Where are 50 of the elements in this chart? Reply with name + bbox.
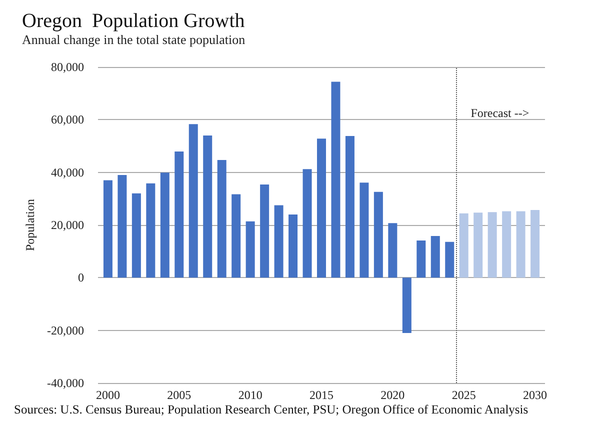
bar bbox=[274, 205, 284, 278]
x-tick-label: 2005 bbox=[167, 388, 192, 402]
bar bbox=[317, 138, 326, 278]
bar bbox=[203, 135, 212, 278]
bar bbox=[430, 236, 440, 278]
bar bbox=[174, 152, 184, 278]
bar bbox=[502, 211, 512, 278]
bar bbox=[388, 223, 398, 278]
bar bbox=[132, 193, 141, 278]
bar bbox=[188, 124, 198, 278]
bar bbox=[160, 172, 170, 278]
bar bbox=[103, 180, 112, 278]
y-tick-label: 0 bbox=[78, 270, 84, 285]
bar bbox=[474, 212, 483, 278]
bar bbox=[246, 221, 255, 278]
bar bbox=[118, 174, 127, 278]
x-tick-label: 2025 bbox=[452, 388, 476, 402]
x-tick-label: 2010 bbox=[238, 388, 262, 402]
bar bbox=[288, 214, 298, 278]
y-tick-label: 40,000 bbox=[51, 165, 84, 180]
y-tick-label: 80,000 bbox=[51, 60, 84, 74]
y-tick-label: -40,000 bbox=[47, 376, 84, 390]
x-tick-label: 2030 bbox=[523, 388, 548, 402]
bar bbox=[260, 184, 270, 278]
x-tick-label: 2015 bbox=[310, 388, 334, 402]
bar bbox=[374, 192, 383, 278]
bar bbox=[345, 136, 354, 278]
bar bbox=[360, 182, 369, 278]
bar bbox=[445, 242, 454, 278]
source-note: Sources: U.S. Census Bureau; Population Research Center, PSU; Oregon Office of Economic Analysis bbox=[14, 402, 528, 416]
y-tick-label: 60,000 bbox=[51, 112, 84, 127]
bar bbox=[302, 169, 312, 278]
y-axis-title: Population bbox=[23, 198, 37, 252]
x-tick-label: 2000 bbox=[96, 388, 120, 402]
chart-subtitle: Annual change in the total state population bbox=[22, 32, 246, 47]
bar bbox=[146, 183, 156, 278]
chart-title: Oregon Population Growth bbox=[22, 10, 245, 32]
x-tick-label: 2020 bbox=[380, 388, 405, 402]
bar bbox=[488, 212, 497, 278]
ref-line-label: Forecast --> bbox=[470, 106, 530, 120]
bar bbox=[416, 240, 426, 278]
y-tick-label: 20,000 bbox=[51, 218, 84, 232]
bar bbox=[217, 160, 226, 278]
bar bbox=[402, 278, 412, 333]
bar bbox=[459, 213, 468, 278]
bar bbox=[530, 210, 540, 278]
bar bbox=[232, 194, 241, 278]
bar bbox=[516, 211, 526, 278]
bar bbox=[331, 82, 340, 278]
y-tick-label: -20,000 bbox=[47, 323, 84, 338]
